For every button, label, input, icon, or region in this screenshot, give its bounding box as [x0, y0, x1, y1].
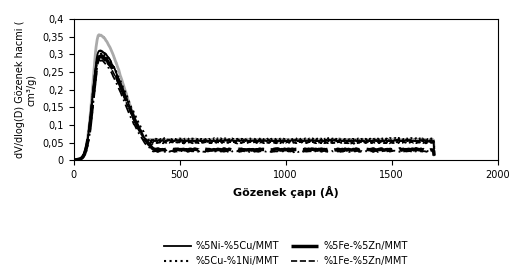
Y-axis label: dV/dlog(D) Gözenek hacmi (
cm³/g): dV/dlog(D) Gözenek hacmi ( cm³/g) [15, 21, 37, 158]
Legend: %5Ni-%5Cu/MMT, %5Cu-%1Ni/MMT, %5Ni-%1Cu/MMT, %5Fe-%5Zn/MMT, %1Fe-%5Zn/MMT, %5Fe-: %5Ni-%5Cu/MMT, %5Cu-%1Ni/MMT, %5Ni-%1Cu/… [161, 238, 411, 267]
X-axis label: Gözenek çapı (Å): Gözenek çapı (Å) [233, 186, 339, 198]
